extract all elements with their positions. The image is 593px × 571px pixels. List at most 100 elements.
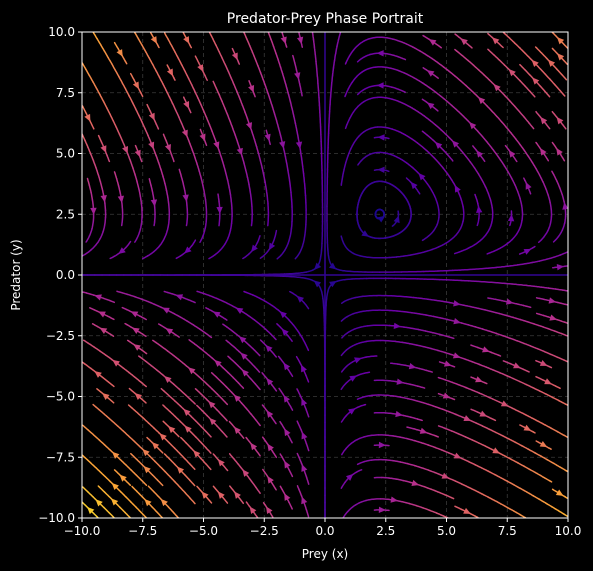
streamline-segment <box>305 188 306 195</box>
streamline-segment <box>566 404 568 405</box>
streamline-segment <box>246 438 247 439</box>
streamline-segment <box>474 269 481 270</box>
streamline-segment <box>206 200 207 207</box>
streamline-segment <box>92 200 93 207</box>
streamline-segment <box>505 283 512 284</box>
streamline-segment <box>232 216 233 223</box>
streamline-segment <box>317 76 318 83</box>
streamline-segment <box>389 381 396 382</box>
streamline-segment <box>187 220 188 226</box>
x-tick-label: 5.0 <box>437 524 456 538</box>
streamline-segment <box>533 432 535 433</box>
streamline-segment <box>372 460 379 461</box>
streamline-segment <box>382 478 389 479</box>
streamline-segment <box>397 311 404 312</box>
streamline-segment <box>346 63 347 64</box>
streamline-segment <box>323 299 324 306</box>
streamline-segment <box>302 159 303 166</box>
streamline-segment <box>267 197 268 204</box>
streamline-segment <box>511 265 518 266</box>
streamline-segment <box>492 208 493 215</box>
streamline-segment <box>366 341 373 342</box>
x-tick-label: −7.5 <box>128 524 157 538</box>
streamline-segment <box>251 199 252 206</box>
streamline-segment <box>366 356 373 357</box>
streamline-segment <box>158 45 159 47</box>
streamline-segment <box>333 68 334 75</box>
streamline-segment <box>169 205 170 212</box>
streamline-segment <box>556 289 563 290</box>
streamline-segment <box>389 257 396 258</box>
streamline-segment <box>304 181 305 188</box>
streamline-segment <box>331 90 332 97</box>
streamline-segment <box>373 152 380 153</box>
streamline-segment <box>190 46 191 48</box>
streamline-segment <box>318 83 319 90</box>
streamline-segment <box>331 82 332 89</box>
streamline-segment <box>483 282 490 283</box>
y-tick-label: 0.0 <box>56 268 75 282</box>
streamline-segment <box>524 178 525 180</box>
streamline-segment <box>219 216 220 223</box>
streamline-segment <box>252 221 253 226</box>
streamline-segment <box>126 62 127 64</box>
y-tick-label: 10.0 <box>48 25 75 39</box>
streamline-segment <box>244 292 246 293</box>
streamline-segment <box>159 324 161 325</box>
streamline-segment <box>522 213 523 220</box>
streamline-segment <box>357 214 358 221</box>
streamline-segment <box>131 454 132 455</box>
streamline-segment <box>322 244 323 251</box>
streamline-segment <box>164 292 168 293</box>
y-tick-label: 5.0 <box>56 147 75 161</box>
streamline-segment <box>489 268 496 269</box>
streamline-segment <box>330 97 331 104</box>
streamline-segment <box>536 47 537 48</box>
y-tick-label: −5.0 <box>46 390 75 404</box>
streamline-segment <box>326 298 327 305</box>
streamline-segment <box>262 373 263 374</box>
streamline-segment <box>332 75 333 82</box>
streamline-segment <box>315 54 316 61</box>
streamline-segment <box>139 356 140 357</box>
streamline-segment <box>303 167 304 174</box>
streamline-segment <box>512 284 519 285</box>
streamline-segment <box>378 238 385 239</box>
streamline-segment <box>196 389 197 390</box>
streamline-segment <box>141 218 142 225</box>
streamline-segment <box>141 159 142 161</box>
streamline-segment <box>421 298 428 299</box>
streamline-segment <box>482 268 489 269</box>
streamline-segment <box>291 277 298 278</box>
streamline-segment <box>485 383 487 384</box>
streamline-segment <box>314 40 315 47</box>
streamline-segment <box>357 206 358 213</box>
streamline-segment <box>451 498 453 499</box>
y-tick-label: 7.5 <box>56 86 75 100</box>
streamline-segment <box>411 209 412 216</box>
streamline-segment <box>291 222 292 229</box>
streamline-segment <box>289 178 290 185</box>
streamline-segment <box>367 257 374 258</box>
streamline-segment <box>463 207 464 214</box>
streamline-segment <box>168 220 169 227</box>
streamline-segment <box>291 193 292 200</box>
y-axis-label: Predator (y) <box>9 239 23 310</box>
streamline-segment <box>522 206 523 213</box>
streamline-segment <box>128 340 129 341</box>
streamline-segment <box>343 271 350 272</box>
streamline-segment <box>174 78 175 80</box>
streamline-segment <box>328 250 329 257</box>
streamline-segment <box>565 304 567 305</box>
streamline-segment <box>362 296 369 297</box>
streamline-segment <box>125 324 127 325</box>
streamline-segment <box>566 471 567 472</box>
streamline-segment <box>428 299 435 300</box>
streamline-segment <box>261 340 262 341</box>
streamline-segment <box>404 327 411 328</box>
x-tick-label: −10.0 <box>64 524 101 538</box>
streamline-segment <box>549 448 551 449</box>
y-tick-label: −10.0 <box>38 511 75 525</box>
streamline-segment <box>404 255 411 256</box>
